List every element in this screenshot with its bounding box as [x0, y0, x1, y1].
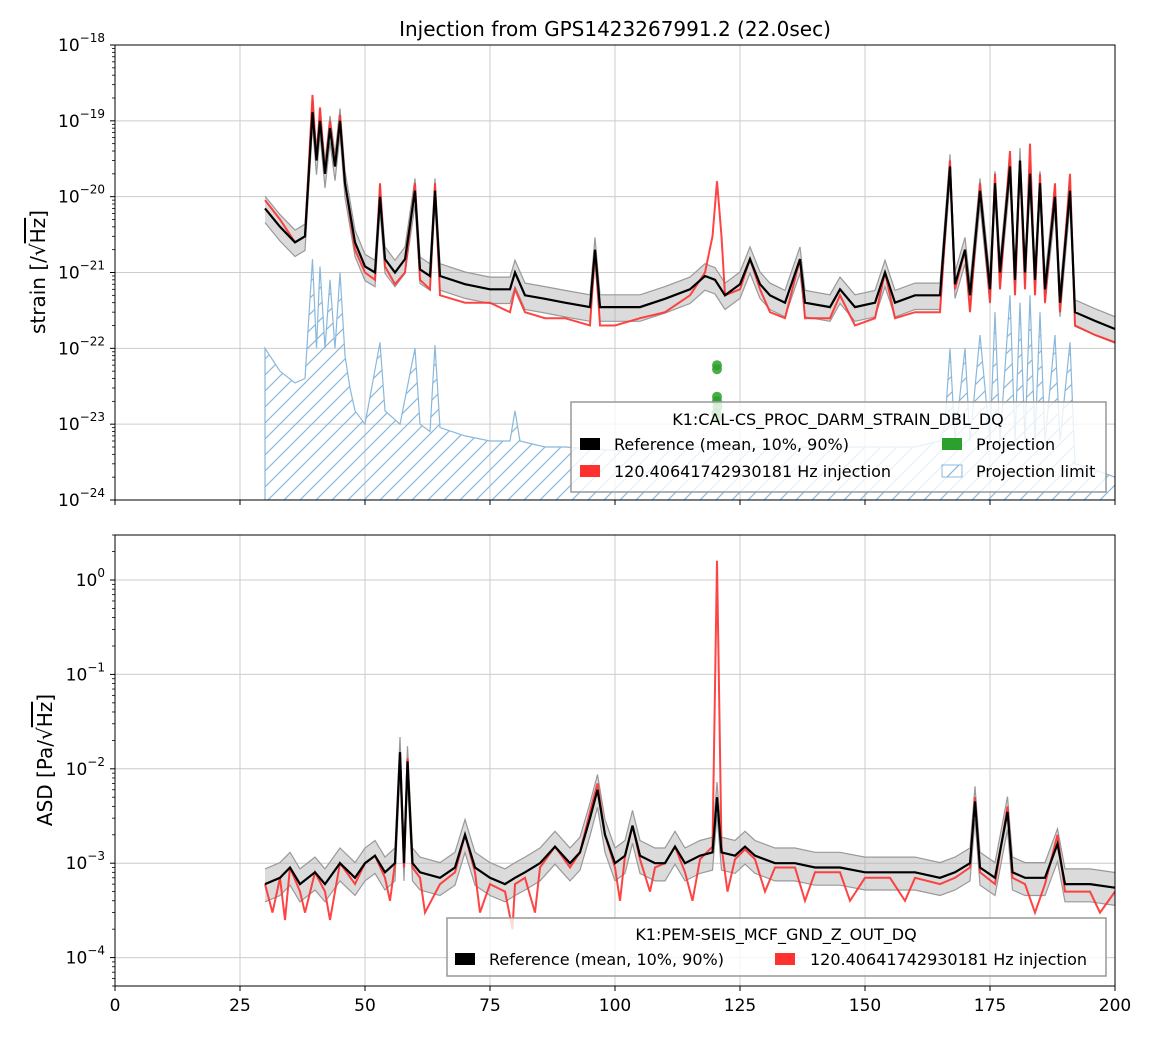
y-tick-label: 100 — [76, 566, 105, 591]
top-series — [264, 94, 1115, 500]
sqrt-symbol: √ — [26, 243, 50, 256]
top-y-ticks: 10−24 10−23 10−22 10−21 10−20 10−19 10−18 — [58, 31, 115, 511]
sqrt-symbol: √ — [33, 727, 57, 740]
top-legend-box — [570, 401, 1107, 493]
legend-label-injection: 120.40641742930181 Hz injection — [810, 950, 1087, 969]
reference-mean-line — [264, 752, 1115, 889]
bottom-panel: 10−4 10−3 10−2 10−1 100 0 25 50 75 100 125 150 175 2… — [33, 534, 1131, 1016]
y-tick-label: 10−24 — [58, 486, 105, 511]
x-tick-label: 0 — [110, 996, 121, 1016]
reference-mean-line — [264, 112, 1115, 331]
legend-swatch-injection — [775, 953, 795, 965]
top-panel: 10−24 10−23 10−22 10−21 10−20 10−19 10−18 stra… — [26, 31, 1116, 511]
legend-label-projection: Projection — [976, 435, 1055, 454]
bottom-y-axis-label: ASD [Pa/√Hz] — [33, 694, 57, 826]
legend-label-reference: Reference (mean, 10%, 90%) — [489, 950, 724, 969]
x-tick-label: 200 — [1099, 996, 1131, 1016]
legend-swatch-projection-limit — [941, 464, 963, 478]
x-tick-label: 25 — [229, 996, 251, 1016]
y-tick-label: 10−3 — [66, 849, 105, 874]
top-x-ticks — [114, 500, 1116, 505]
x-tick-label: 100 — [599, 996, 631, 1016]
legend-label-reference: Reference (mean, 10%, 90%) — [614, 435, 849, 454]
bottom-y-label-suffix: ] — [33, 694, 57, 702]
y-tick-label: 10−2 — [66, 755, 105, 780]
chart-title: Injection from GPS1423267991.2 (22.0sec) — [399, 17, 831, 41]
bottom-legend-title: K1:PEM-SEIS_MCF_GND_Z_OUT_DQ — [635, 925, 916, 945]
y-tick-label: 10−21 — [58, 259, 105, 284]
top-legend: K1:CAL-CS_PROC_DARM_STRAIN_DBL_DQ Refere… — [570, 401, 1107, 493]
y-tick-label: 10−1 — [66, 660, 105, 685]
top-y-label-suffix: ] — [26, 210, 50, 218]
bottom-legend: K1:PEM-SEIS_MCF_GND_Z_OUT_DQ Reference (… — [446, 917, 1107, 977]
top-legend-title: K1:CAL-CS_PROC_DARM_STRAIN_DBL_DQ — [672, 410, 1004, 430]
bottom-y-ticks: 10−4 10−3 10−2 10−1 100 — [66, 534, 115, 987]
x-tick-label: 150 — [849, 996, 881, 1016]
y-tick-label: 10−23 — [58, 410, 105, 435]
top-y-axis-label: strain [/√Hz] — [26, 210, 50, 334]
bottom-series — [264, 560, 1115, 930]
legend-swatch-reference — [455, 953, 475, 965]
bottom-x-ticks: 0 25 50 75 100 125 150 175 200 — [110, 986, 1131, 1016]
bottom-y-label-prefix: ASD [Pa/ — [33, 740, 57, 826]
reference-band — [265, 737, 1115, 906]
y-tick-label: 10−19 — [58, 107, 105, 132]
bottom-y-label-hz: Hz — [33, 702, 57, 728]
legend-swatch-projection — [942, 438, 962, 450]
x-tick-label: 50 — [354, 996, 376, 1016]
legend-swatch-reference — [580, 438, 600, 450]
x-tick-label: 125 — [724, 996, 756, 1016]
legend-swatch-injection — [580, 465, 600, 477]
y-tick-label: 10−20 — [58, 183, 105, 208]
projection-point — [712, 364, 722, 375]
x-tick-label: 75 — [479, 996, 501, 1016]
bottom-legend-box — [446, 917, 1107, 977]
legend-label-injection: 120.40641742930181 Hz injection — [614, 462, 891, 481]
x-tick-label: 175 — [974, 996, 1006, 1016]
y-tick-label: 10−22 — [58, 334, 105, 359]
top-y-label-prefix: strain [/ — [26, 256, 50, 334]
y-tick-label: 10−4 — [66, 944, 105, 969]
reference-band — [265, 100, 1115, 344]
top-y-label-hz: Hz — [26, 218, 50, 244]
y-tick-label: 10−18 — [58, 31, 105, 56]
legend-label-projection-limit: Projection limit — [976, 462, 1095, 481]
